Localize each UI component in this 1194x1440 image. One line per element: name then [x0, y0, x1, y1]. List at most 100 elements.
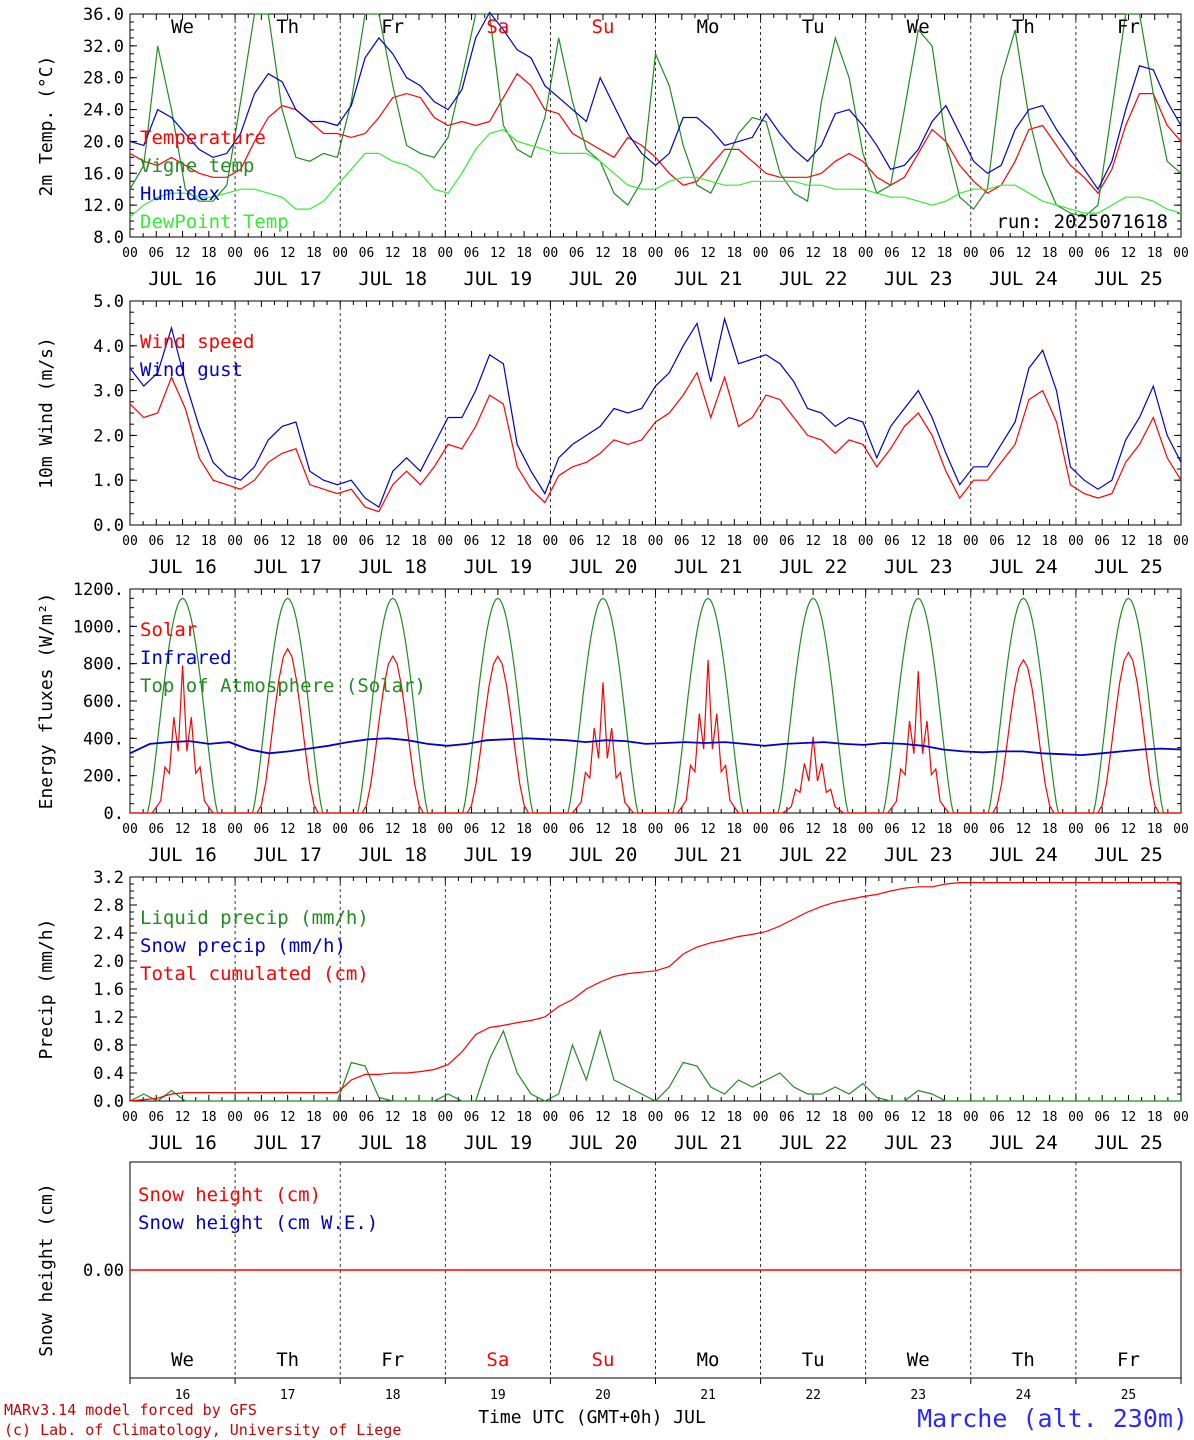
x-hour-label: 18: [1147, 246, 1163, 261]
x-hour-label: 06: [148, 534, 164, 549]
x-hour-label: 00: [753, 1110, 769, 1125]
x-hour-label: 00: [858, 1110, 874, 1125]
y-tick-label: 1.6: [93, 980, 124, 1000]
x-day-label: JUL 25: [1094, 1132, 1163, 1154]
x-hour-label: 12: [1016, 1110, 1032, 1125]
weekday-label: Th: [276, 1349, 299, 1371]
x-hour-label: 06: [254, 1110, 270, 1125]
x-day-label: JUL 22: [779, 556, 848, 578]
y-tick-label: 2.0: [93, 426, 124, 446]
weekday-label: Fr: [1117, 1349, 1140, 1371]
x-day-label: JUL 20: [569, 844, 638, 866]
x-day-number: 24: [1016, 1388, 1032, 1403]
x-hour-label: 00: [858, 534, 874, 549]
x-day-label: JUL 17: [253, 556, 322, 578]
y-tick-label: 0.4: [93, 1064, 124, 1084]
legend-entry: Solar: [140, 619, 197, 641]
x-hour-label: 18: [411, 534, 427, 549]
y-tick-label: 8.0: [93, 228, 124, 248]
x-hour-label: 00: [122, 822, 138, 837]
x-hour-label: 06: [884, 1110, 900, 1125]
panel-frame: [129, 588, 1182, 814]
x-day-label: JUL 21: [674, 844, 743, 866]
x-hour-label: 12: [1121, 246, 1137, 261]
x-day-label: JUL 18: [358, 268, 427, 290]
y-tick-label: 5.0: [93, 292, 124, 312]
y-axis-title-energy: Energy fluxes (W/m²): [36, 593, 57, 810]
x-hour-label: 06: [989, 534, 1005, 549]
series-line-humidex: [129, 11, 1182, 191]
x-hour-label: 18: [201, 822, 217, 837]
x-hour-label: 12: [490, 822, 506, 837]
y-tick-label: 1.2: [93, 1008, 124, 1028]
x-day-label: JUL 20: [569, 556, 638, 578]
x-hour-label: 12: [595, 822, 611, 837]
x-hour-label: 00: [648, 1110, 664, 1125]
x-hour-label: 18: [306, 822, 322, 837]
y-tick-label: 0.0: [93, 1092, 124, 1112]
series-line-dewpoint-temp: [129, 128, 1182, 218]
x-hour-label: 12: [490, 246, 506, 261]
x-hour-label: 18: [621, 246, 637, 261]
x-hour-label: 06: [148, 1110, 164, 1125]
x-hour-label: 00: [1173, 246, 1189, 261]
x-hour-label: 18: [516, 246, 532, 261]
x-hour-label: 00: [332, 822, 348, 837]
x-hour-label: 06: [148, 822, 164, 837]
x-hour-label: 18: [201, 246, 217, 261]
x-hour-label: 12: [805, 822, 821, 837]
x-hour-label: 00: [753, 822, 769, 837]
x-day-label: JUL 24: [989, 268, 1058, 290]
x-hour-label: 18: [937, 246, 953, 261]
x-hour-label: 06: [884, 822, 900, 837]
x-hour-label: 18: [411, 246, 427, 261]
x-hour-label: 18: [726, 822, 742, 837]
series-line-total-cumulated-cm-: [129, 881, 1181, 1102]
x-day-label: JUL 16: [148, 1132, 217, 1154]
x-hour-label: 06: [1094, 246, 1110, 261]
legend-entry: Infrared: [140, 647, 232, 669]
x-hour-label: 18: [1042, 534, 1058, 549]
weekday-label: Fr: [381, 16, 404, 38]
x-hour-label: 06: [359, 246, 375, 261]
x-day-label: JUL 22: [779, 268, 848, 290]
x-hour-label: 06: [569, 246, 585, 261]
y-tick-label: 2.4: [93, 924, 124, 944]
weekday-label: We: [171, 1349, 194, 1371]
x-hour-label: 12: [910, 822, 926, 837]
x-hour-label: 06: [569, 534, 585, 549]
x-hour-label: 06: [464, 534, 480, 549]
x-hour-label: 00: [122, 1110, 138, 1125]
x-day-label: JUL 16: [148, 268, 217, 290]
weekday-label: Su: [592, 16, 615, 38]
weekday-label: Su: [592, 1349, 615, 1371]
x-hour-label: 06: [674, 822, 690, 837]
x-hour-label: 00: [543, 246, 559, 261]
x-hour-label: 06: [569, 1110, 585, 1125]
x-hour-label: 12: [385, 822, 401, 837]
weekday-label: We: [907, 16, 930, 38]
x-hour-label: 18: [726, 246, 742, 261]
y-axis-title-precip: Precip (mm/h): [36, 919, 57, 1060]
x-day-label: JUL 18: [358, 556, 427, 578]
x-hour-label: 00: [437, 822, 453, 837]
x-hour-label: 18: [516, 1110, 532, 1125]
weekday-label: Mo: [697, 1349, 720, 1371]
x-hour-label: 12: [910, 534, 926, 549]
x-day-label: JUL 22: [779, 1132, 848, 1154]
y-tick-label: 16.0: [83, 164, 124, 184]
weekday-label: Tu: [802, 16, 825, 38]
x-hour-label: 06: [1094, 1110, 1110, 1125]
x-hour-label: 00: [963, 822, 979, 837]
x-hour-label: 18: [726, 534, 742, 549]
x-hour-label: 06: [254, 534, 270, 549]
series-line-liquid-precip-mm-h-: [129, 1028, 1181, 1102]
y-tick-label: 200.: [83, 767, 124, 787]
x-day-label: JUL 25: [1094, 844, 1163, 866]
x-hour-label: 12: [385, 1110, 401, 1125]
x-hour-label: 18: [1147, 534, 1163, 549]
x-day-label: JUL 18: [358, 1132, 427, 1154]
x-hour-label: 00: [648, 822, 664, 837]
legend-entry: Total cumulated (cm): [140, 963, 369, 985]
legend-entry: Liquid precip (mm/h): [140, 907, 369, 929]
